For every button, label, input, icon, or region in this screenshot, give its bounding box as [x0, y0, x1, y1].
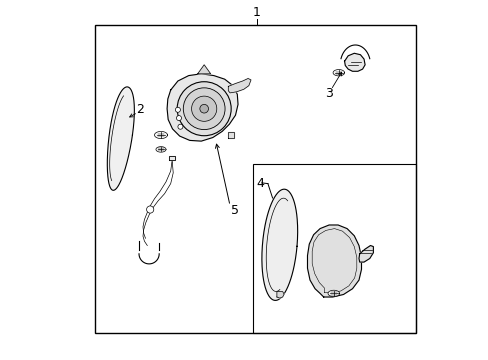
Bar: [95, 25, 415, 333]
Text: 5: 5: [231, 204, 239, 217]
Text: 4: 4: [256, 177, 264, 190]
Polygon shape: [327, 290, 339, 297]
Polygon shape: [154, 131, 167, 139]
Polygon shape: [332, 69, 344, 76]
Polygon shape: [228, 132, 233, 138]
Text: 1: 1: [253, 6, 261, 19]
Circle shape: [183, 88, 224, 130]
Polygon shape: [107, 87, 134, 190]
Polygon shape: [307, 225, 361, 297]
Text: 2: 2: [136, 103, 144, 116]
Polygon shape: [156, 147, 166, 152]
Polygon shape: [276, 292, 284, 298]
Circle shape: [176, 116, 181, 121]
Circle shape: [177, 82, 231, 136]
Circle shape: [146, 206, 153, 213]
Polygon shape: [167, 74, 238, 141]
Polygon shape: [262, 189, 297, 300]
Polygon shape: [358, 246, 373, 262]
Circle shape: [191, 96, 216, 121]
Polygon shape: [228, 78, 250, 93]
Text: 3: 3: [325, 87, 332, 100]
Bar: [253, 164, 415, 333]
Circle shape: [175, 107, 180, 112]
Circle shape: [178, 124, 183, 129]
Polygon shape: [168, 156, 175, 160]
Polygon shape: [197, 65, 210, 74]
Circle shape: [200, 104, 208, 113]
Polygon shape: [344, 53, 365, 71]
